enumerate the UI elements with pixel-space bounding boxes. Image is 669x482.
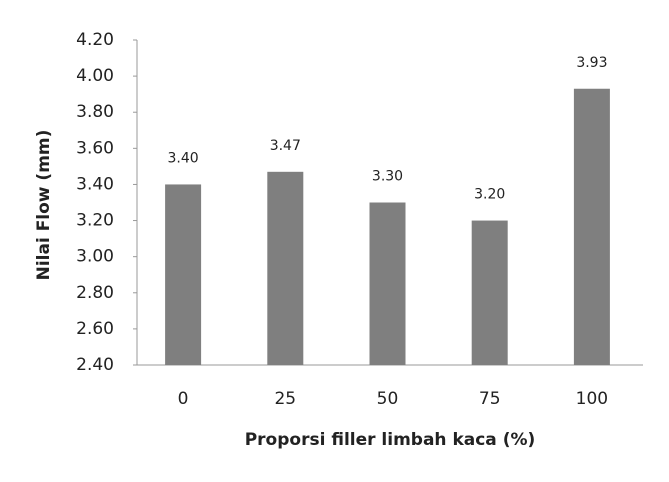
y-tick-label: 2.40 [76, 355, 114, 375]
y-tick-label: 3.60 [76, 138, 114, 158]
value-label: 3.93 [576, 55, 607, 71]
x-axis-title: Proporsi filler limbah kaca (%) [245, 430, 536, 450]
y-axis-title: Nilai Flow (mm) [34, 130, 54, 281]
bar [471, 220, 508, 365]
y-tick-label: 4.20 [76, 30, 114, 50]
value-label: 3.20 [474, 187, 505, 203]
y-tick-label: 3.80 [76, 102, 114, 122]
value-label: 3.30 [372, 169, 403, 185]
x-tick-label: 75 [479, 389, 501, 409]
value-label: 3.47 [270, 138, 301, 154]
bar [165, 184, 202, 365]
y-tick-label: 3.20 [76, 211, 114, 231]
bar [267, 171, 304, 365]
x-tick-label: 25 [274, 389, 296, 409]
y-tick-label: 2.80 [76, 283, 114, 303]
bar [573, 88, 610, 365]
x-tick-label: 100 [576, 389, 608, 409]
x-tick-label: 50 [377, 389, 399, 409]
bar [369, 202, 406, 365]
x-tick-label: 0 [178, 389, 189, 409]
y-tick-label: 3.40 [76, 174, 114, 194]
y-tick-label: 2.60 [76, 319, 114, 339]
y-tick-label: 3.00 [76, 247, 114, 267]
value-label: 3.40 [168, 150, 199, 166]
y-tick-label: 4.00 [76, 66, 114, 86]
